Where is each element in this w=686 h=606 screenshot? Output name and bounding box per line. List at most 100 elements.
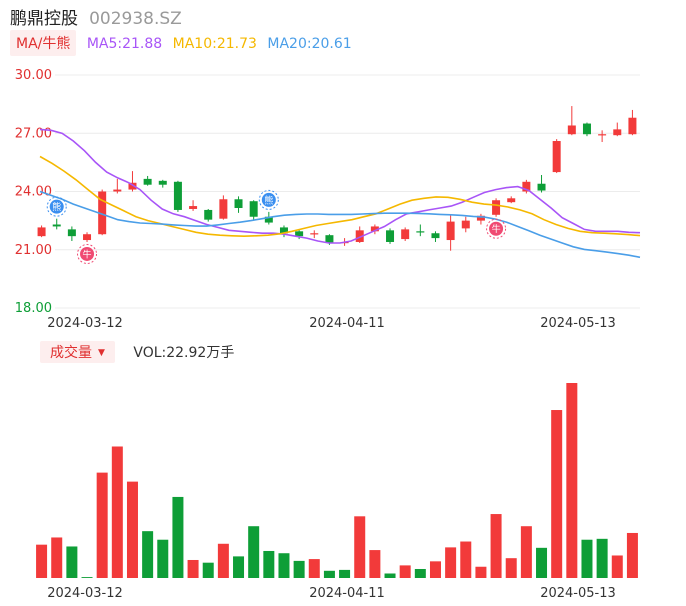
bull-marker[interactable]: 牛 <box>77 243 98 264</box>
volume-bar <box>308 559 320 578</box>
bull-marker[interactable]: 牛 <box>486 218 507 239</box>
candle <box>446 214 455 251</box>
candle-body <box>370 226 379 232</box>
bear-marker[interactable]: 熊 <box>46 196 67 217</box>
candle-body <box>113 189 122 192</box>
volume-bar <box>233 556 245 578</box>
candle-body <box>598 134 607 136</box>
bull-bear-markers: 熊牛 熊牛 <box>46 189 507 264</box>
volume-bar <box>596 538 608 578</box>
candle <box>401 227 410 242</box>
candle <box>582 122 591 137</box>
candle <box>113 178 122 194</box>
stock-code: 002938.SZ <box>89 9 182 29</box>
volume-bar <box>626 532 638 578</box>
volume-legend: 成交量 ▼ VOL:22.92万手 <box>40 341 234 363</box>
ma10-line <box>39 155 641 238</box>
candle-body <box>522 181 531 192</box>
candle-body <box>189 206 198 209</box>
price-y-axis: 30.00 27.00 24.00 21.00 18.00 <box>15 68 52 316</box>
x-tick-label: 2024-05-13 <box>540 316 616 331</box>
x-tick-label: 2024-04-11 <box>309 316 385 331</box>
volume-bar <box>475 566 487 578</box>
candle <box>567 106 576 136</box>
candle <box>492 198 501 217</box>
y-tick-label: 27.00 <box>15 126 52 141</box>
candle <box>310 230 319 239</box>
candle <box>416 224 425 237</box>
x-tick-label: 2024-03-12 <box>47 586 123 601</box>
candle-body <box>552 141 561 173</box>
volume-bar <box>354 516 366 578</box>
marker-label: 熊 <box>52 201 61 213</box>
candle-body <box>355 230 364 242</box>
candle-body <box>507 198 516 203</box>
candle-body <box>264 216 273 223</box>
x-tick-label: 2024-05-13 <box>540 586 616 601</box>
caret-down-icon: ▼ <box>98 348 105 358</box>
ma-indicator-tab[interactable]: MA/牛熊 <box>10 30 77 56</box>
volume-bars <box>36 383 638 578</box>
volume-bar <box>520 526 532 578</box>
candle-body <box>401 229 410 240</box>
candle-body <box>128 182 137 190</box>
y-tick-label: 30.00 <box>15 68 52 83</box>
volume-bar <box>202 562 214 578</box>
candle <box>279 225 288 238</box>
candle-body <box>416 231 425 233</box>
candle-body <box>279 227 288 234</box>
price-grid <box>55 74 640 309</box>
candle-body <box>628 117 637 135</box>
volume-bar <box>217 543 229 578</box>
x-tick-label: 2024-03-12 <box>47 316 123 331</box>
volume-bar <box>551 410 563 578</box>
volume-bar <box>490 514 502 578</box>
volume-bar <box>293 560 305 578</box>
volume-bar <box>581 539 593 578</box>
candle-body <box>234 199 243 209</box>
volume-bar <box>611 555 623 578</box>
volume-bar <box>445 547 457 578</box>
volume-indicator-tab[interactable]: 成交量 ▼ <box>40 341 115 363</box>
candle <box>628 109 637 136</box>
volume-bar <box>51 537 63 578</box>
candle <box>537 174 546 193</box>
candle-body <box>98 191 107 235</box>
y-tick-label: 21.00 <box>15 243 52 258</box>
candle-body <box>219 199 228 219</box>
candle <box>249 200 258 220</box>
candle-body <box>492 200 501 215</box>
volume-bar <box>536 547 548 578</box>
volume-bar <box>323 570 335 578</box>
candle <box>552 139 561 174</box>
ma5-line <box>39 128 641 244</box>
volume-bar <box>96 472 108 578</box>
ma20-legend: MA20:20.61 <box>267 36 352 52</box>
volume-bar <box>399 565 411 578</box>
volume-bar <box>126 481 138 578</box>
candle-body <box>476 215 485 221</box>
stock-name: 鹏鼎控股 <box>10 9 78 29</box>
candle <box>52 218 61 230</box>
candle-body <box>431 233 440 239</box>
bear-marker[interactable]: 熊 <box>258 189 279 210</box>
candle-body <box>325 235 334 243</box>
bull-icon <box>489 221 504 236</box>
candle <box>67 226 76 242</box>
volume-tab-label: 成交量 <box>50 345 92 361</box>
candle-body <box>52 224 61 227</box>
candle <box>355 226 364 243</box>
volume-value: VOL:22.92万手 <box>133 345 235 361</box>
y-tick-label: 18.00 <box>15 301 52 316</box>
candle <box>219 195 228 220</box>
candlestick-series <box>37 106 637 251</box>
candle <box>461 216 470 233</box>
candle-body <box>249 201 258 217</box>
stock-title: 鹏鼎控股 002938.SZ <box>10 4 182 29</box>
candle <box>204 208 213 222</box>
candle-body <box>537 183 546 191</box>
volume-bar <box>81 577 93 578</box>
volume-bar <box>369 550 381 578</box>
candle-body <box>386 230 395 242</box>
volume-bar <box>460 541 472 578</box>
